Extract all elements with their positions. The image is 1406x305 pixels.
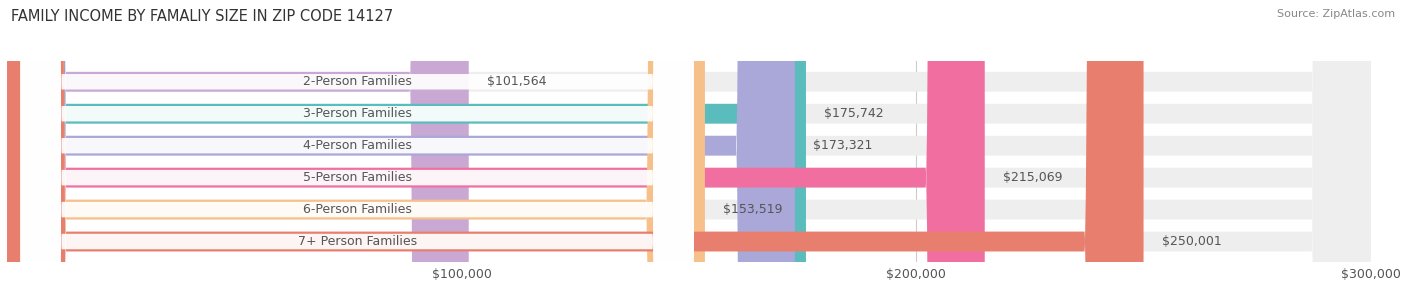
Text: FAMILY INCOME BY FAMALIY SIZE IN ZIP CODE 14127: FAMILY INCOME BY FAMALIY SIZE IN ZIP COD… xyxy=(11,9,394,24)
Text: $173,321: $173,321 xyxy=(813,139,873,152)
Text: $101,564: $101,564 xyxy=(486,75,547,88)
FancyBboxPatch shape xyxy=(7,0,1371,305)
FancyBboxPatch shape xyxy=(21,0,693,305)
Text: $250,001: $250,001 xyxy=(1161,235,1222,248)
FancyBboxPatch shape xyxy=(21,0,693,305)
Text: 5-Person Families: 5-Person Families xyxy=(302,171,412,184)
FancyBboxPatch shape xyxy=(21,0,693,305)
FancyBboxPatch shape xyxy=(21,0,693,305)
FancyBboxPatch shape xyxy=(21,0,693,305)
Text: 4-Person Families: 4-Person Families xyxy=(302,139,412,152)
Text: 2-Person Families: 2-Person Families xyxy=(302,75,412,88)
FancyBboxPatch shape xyxy=(7,0,1371,305)
FancyBboxPatch shape xyxy=(7,0,1371,305)
Text: $153,519: $153,519 xyxy=(723,203,783,216)
Text: 7+ Person Families: 7+ Person Families xyxy=(298,235,416,248)
FancyBboxPatch shape xyxy=(7,0,1371,305)
FancyBboxPatch shape xyxy=(7,0,984,305)
FancyBboxPatch shape xyxy=(7,0,1371,305)
Text: Source: ZipAtlas.com: Source: ZipAtlas.com xyxy=(1277,9,1395,19)
Text: 3-Person Families: 3-Person Families xyxy=(302,107,412,120)
FancyBboxPatch shape xyxy=(21,0,693,305)
Text: $215,069: $215,069 xyxy=(1002,171,1063,184)
Text: $175,742: $175,742 xyxy=(824,107,884,120)
FancyBboxPatch shape xyxy=(7,0,704,305)
FancyBboxPatch shape xyxy=(7,0,1371,305)
FancyBboxPatch shape xyxy=(7,0,794,305)
Text: 6-Person Families: 6-Person Families xyxy=(302,203,412,216)
FancyBboxPatch shape xyxy=(7,0,1143,305)
FancyBboxPatch shape xyxy=(7,0,468,305)
FancyBboxPatch shape xyxy=(7,0,806,305)
